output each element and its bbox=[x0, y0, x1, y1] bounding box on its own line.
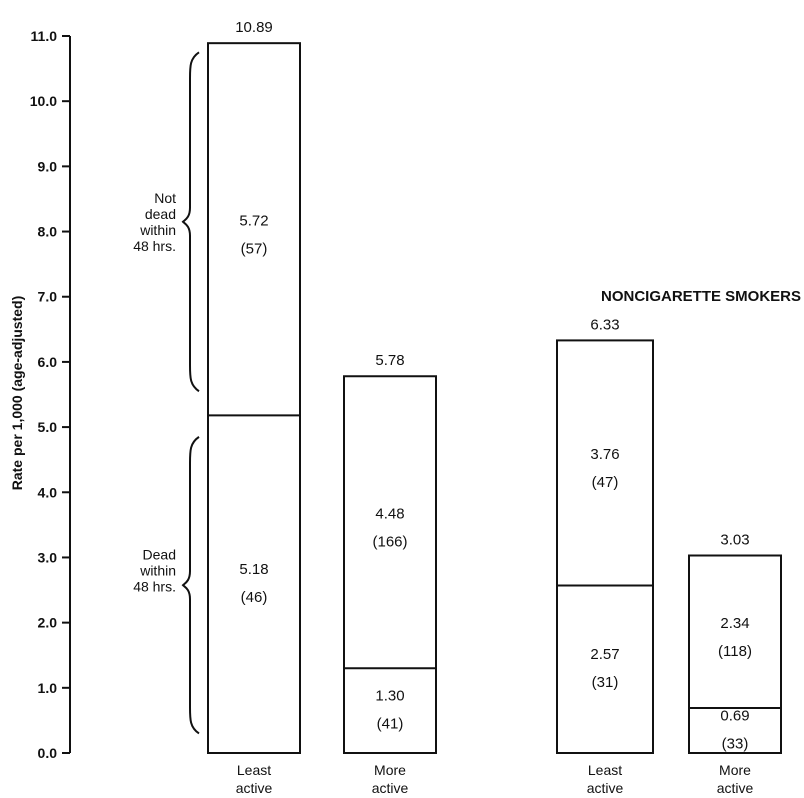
bar-total-label: 6.33 bbox=[590, 316, 619, 333]
upper-segment-count: (166) bbox=[372, 533, 407, 550]
y-tick-label: 6.0 bbox=[38, 354, 58, 370]
group-title-noncigarette-smokers: NONCIGARETTE SMOKERS bbox=[601, 288, 801, 305]
bar-total bbox=[556, 339, 654, 754]
bar-total bbox=[207, 42, 301, 755]
lower-segment-value: 0.69 bbox=[720, 708, 749, 725]
category-label-line1: Least bbox=[588, 762, 622, 778]
brace-label-line: 48 hrs. bbox=[133, 578, 176, 594]
lower-segment-count: (41) bbox=[377, 716, 404, 733]
brace-label-line: dead bbox=[145, 206, 176, 222]
lower-segment-count: (31) bbox=[592, 674, 619, 691]
lower-segment-count: (46) bbox=[241, 589, 268, 606]
curly-brace bbox=[181, 51, 200, 393]
lower-segment-value: 2.57 bbox=[590, 646, 619, 663]
y-tick-label: 9.0 bbox=[38, 158, 58, 174]
y-tick-label: 1.0 bbox=[38, 680, 58, 696]
bar-total bbox=[343, 375, 437, 754]
upper-segment-value: 4.48 bbox=[375, 505, 404, 522]
bar-total-label: 3.03 bbox=[720, 531, 749, 548]
bars: 10.89 5.72 (57) 5.18 (46) 5.78 4.48 (166) 1.30 (4… bbox=[207, 19, 782, 755]
brace-label-line: Not bbox=[154, 190, 176, 206]
category-label-line1: More bbox=[719, 762, 751, 778]
y-tick-label: 11.0 bbox=[31, 28, 58, 44]
y-tick-label: 3.0 bbox=[38, 549, 58, 565]
category-label-line2: active bbox=[372, 780, 409, 796]
category-label-line2: active bbox=[717, 780, 754, 796]
y-tick-label: 2.0 bbox=[38, 615, 58, 631]
bar-total-label: 5.78 bbox=[375, 352, 404, 369]
y-tick-label: 4.0 bbox=[38, 484, 58, 500]
category-label-line2: active bbox=[587, 780, 624, 796]
upper-segment-count: (57) bbox=[241, 240, 268, 257]
y-tick-label: 5.0 bbox=[38, 419, 58, 435]
category-label-line2: active bbox=[236, 780, 273, 796]
brace-label-line: within bbox=[139, 222, 176, 238]
upper-segment-value: 5.72 bbox=[239, 212, 268, 229]
lower-segment-value: 1.30 bbox=[375, 688, 404, 705]
brace-label-line: within bbox=[139, 562, 176, 578]
lower-segment-count: (33) bbox=[722, 736, 749, 753]
y-tick-label: 7.0 bbox=[38, 289, 58, 305]
upper-segment-value: 2.34 bbox=[720, 615, 749, 632]
category-label-line1: More bbox=[374, 762, 406, 778]
bar-total bbox=[688, 554, 782, 754]
category-label-line1: Least bbox=[237, 762, 271, 778]
lower-segment-value: 5.18 bbox=[239, 561, 268, 578]
y-tick-label: 0.0 bbox=[38, 745, 58, 761]
brace-label-line: Dead bbox=[143, 546, 176, 562]
upper-segment-count: (47) bbox=[592, 474, 619, 491]
curly-brace bbox=[181, 436, 200, 735]
y-axis-label: Rate per 1,000 (age-adjusted) bbox=[9, 296, 25, 491]
bar-total-label: 10.89 bbox=[235, 19, 273, 36]
y-tick-label: 10.0 bbox=[30, 93, 57, 109]
upper-segment-count: (118) bbox=[718, 643, 752, 660]
y-tick-label: 8.0 bbox=[38, 224, 58, 240]
upper-segment-value: 3.76 bbox=[590, 446, 619, 463]
y-axis: 0.0 1.0 2.0 3.0 4.0 5.0 6.0 7.0 8.0 9.0 10.0 11.0 bbox=[30, 28, 71, 761]
category-labels: Least active More active Least active More acti… bbox=[236, 762, 754, 796]
brace-label-line: 48 hrs. bbox=[133, 238, 176, 254]
